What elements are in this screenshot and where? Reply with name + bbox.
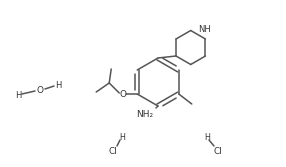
Text: Cl: Cl bbox=[109, 146, 117, 155]
Text: H: H bbox=[55, 80, 61, 90]
Text: H: H bbox=[15, 91, 21, 100]
Text: O: O bbox=[37, 86, 43, 95]
Text: NH: NH bbox=[198, 25, 210, 34]
Text: Cl: Cl bbox=[214, 146, 222, 155]
Text: NH₂: NH₂ bbox=[136, 110, 154, 119]
Text: H: H bbox=[119, 133, 125, 142]
Text: O: O bbox=[120, 90, 127, 99]
Text: H: H bbox=[204, 133, 210, 142]
